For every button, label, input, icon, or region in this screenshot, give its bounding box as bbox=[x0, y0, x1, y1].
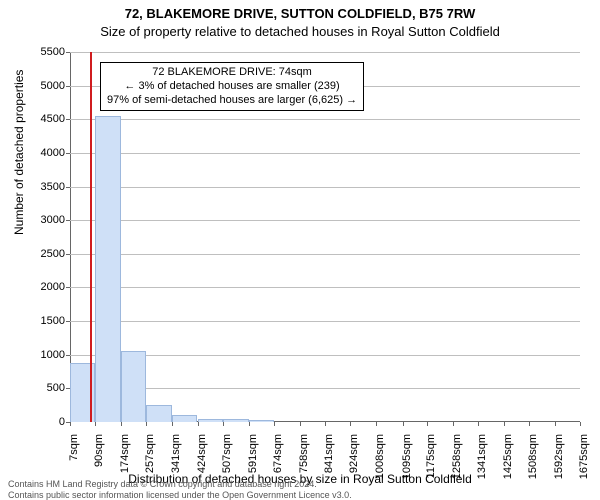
property-marker-line bbox=[90, 52, 92, 422]
y-tick-label: 1500 bbox=[30, 315, 65, 327]
x-tick bbox=[300, 422, 301, 426]
y-tick bbox=[66, 86, 70, 87]
gridline bbox=[70, 355, 580, 356]
x-tick bbox=[172, 422, 173, 426]
gridline bbox=[70, 254, 580, 255]
x-tick bbox=[555, 422, 556, 426]
x-tick bbox=[504, 422, 505, 426]
x-tick bbox=[427, 422, 428, 426]
y-tick bbox=[66, 287, 70, 288]
y-tick bbox=[66, 153, 70, 154]
y-tick-label: 5000 bbox=[30, 80, 65, 92]
x-tick bbox=[403, 422, 404, 426]
x-tick bbox=[350, 422, 351, 426]
annotation-line-2: ← 3% of detached houses are smaller (239… bbox=[107, 80, 357, 94]
x-tick bbox=[376, 422, 377, 426]
y-tick-label: 4000 bbox=[30, 147, 65, 159]
x-tick bbox=[198, 422, 199, 426]
x-tick bbox=[121, 422, 122, 426]
gridline bbox=[70, 388, 580, 389]
y-tick-label: 2500 bbox=[30, 248, 65, 260]
x-tick bbox=[146, 422, 147, 426]
x-tick bbox=[478, 422, 479, 426]
y-tick bbox=[66, 254, 70, 255]
x-tick bbox=[70, 422, 71, 426]
histogram-bar bbox=[121, 351, 146, 422]
y-tick-label: 4500 bbox=[30, 113, 65, 125]
histogram-bar bbox=[146, 405, 172, 422]
histogram-bar bbox=[95, 116, 121, 422]
x-tick bbox=[249, 422, 250, 426]
histogram-bar bbox=[198, 419, 223, 422]
annotation-box: 72 BLAKEMORE DRIVE: 74sqm ← 3% of detach… bbox=[100, 62, 364, 111]
histogram-bar bbox=[223, 419, 249, 422]
footer-attribution: Contains HM Land Registry data © Crown c… bbox=[8, 479, 352, 500]
annotation-line-1: 72 BLAKEMORE DRIVE: 74sqm bbox=[107, 66, 357, 80]
chart-title: 72, BLAKEMORE DRIVE, SUTTON COLDFIELD, B… bbox=[0, 0, 600, 22]
x-tick bbox=[95, 422, 96, 426]
histogram-bar bbox=[249, 420, 274, 422]
x-tick bbox=[453, 422, 454, 426]
y-tick-label: 500 bbox=[30, 382, 65, 394]
y-tick bbox=[66, 355, 70, 356]
annotation-line-3: 97% of semi-detached houses are larger (… bbox=[107, 94, 357, 108]
y-tick-label: 2000 bbox=[30, 281, 65, 293]
y-tick bbox=[66, 119, 70, 120]
gridline bbox=[70, 52, 580, 53]
y-tick bbox=[66, 220, 70, 221]
gridline bbox=[70, 153, 580, 154]
x-tick bbox=[529, 422, 530, 426]
x-tick bbox=[325, 422, 326, 426]
x-tick bbox=[580, 422, 581, 426]
x-tick bbox=[274, 422, 275, 426]
y-tick-label: 0 bbox=[30, 416, 65, 428]
plot-area: 0500100015002000250030003500400045005000… bbox=[70, 52, 580, 422]
gridline bbox=[70, 287, 580, 288]
gridline bbox=[70, 187, 580, 188]
histogram-bar bbox=[172, 415, 197, 422]
footer-line-2: Contains public sector information licen… bbox=[8, 490, 352, 500]
chart-container: 72, BLAKEMORE DRIVE, SUTTON COLDFIELD, B… bbox=[0, 0, 600, 500]
y-tick-label: 1000 bbox=[30, 349, 65, 361]
gridline bbox=[70, 119, 580, 120]
y-tick bbox=[66, 321, 70, 322]
chart-subtitle: Size of property relative to detached ho… bbox=[0, 22, 600, 39]
gridline bbox=[70, 220, 580, 221]
y-tick bbox=[66, 187, 70, 188]
y-tick-label: 3500 bbox=[30, 181, 65, 193]
y-tick-label: 5500 bbox=[30, 46, 65, 58]
x-tick bbox=[223, 422, 224, 426]
gridline bbox=[70, 321, 580, 322]
footer-line-1: Contains HM Land Registry data © Crown c… bbox=[8, 479, 352, 489]
y-tick bbox=[66, 52, 70, 53]
y-axis-label: Number of detached properties bbox=[12, 70, 26, 235]
y-tick-label: 3000 bbox=[30, 214, 65, 226]
